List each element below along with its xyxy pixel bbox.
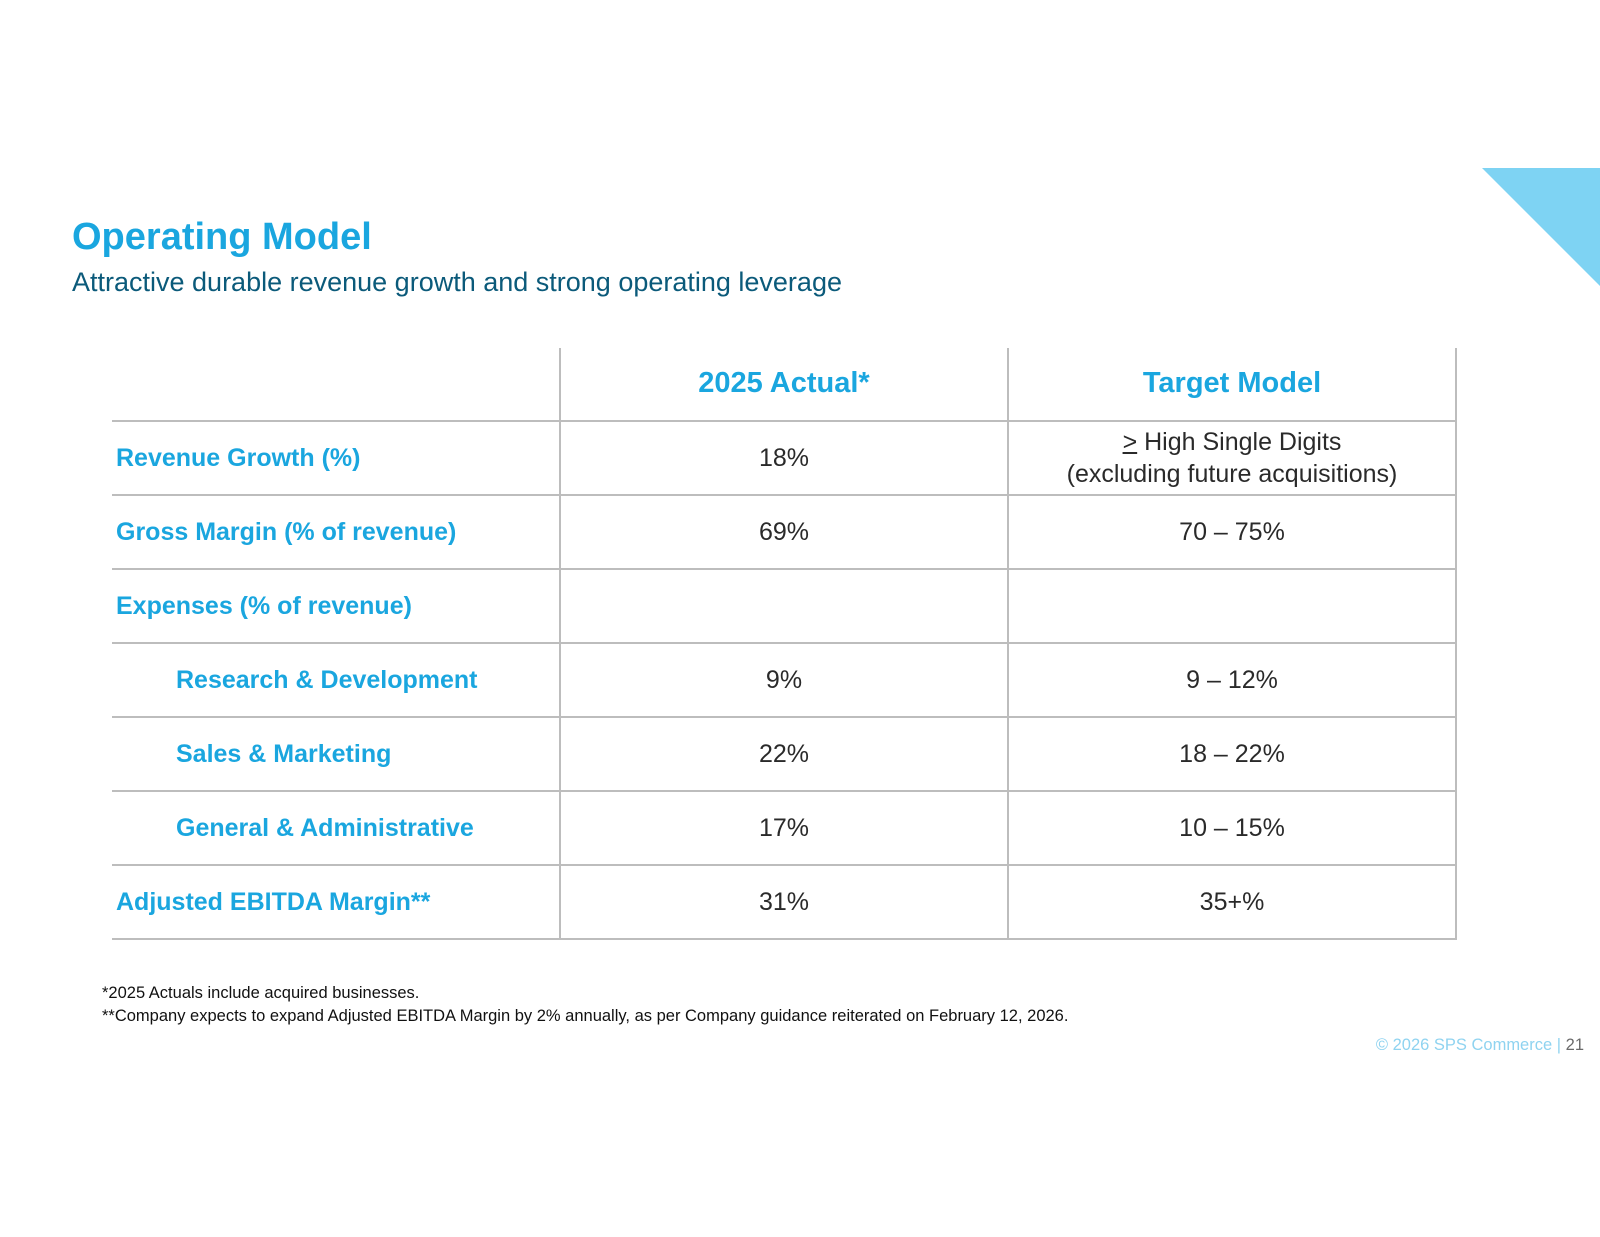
cell-target-research-development: 9 – 12% [1008, 643, 1457, 718]
cell-target-expenses [1008, 569, 1457, 644]
table-row: Sales & Marketing 22% 18 – 22% [112, 717, 1457, 792]
footer-separator: | [1556, 1036, 1562, 1054]
table-row: Revenue Growth (%) 18% > High Single Dig… [112, 421, 1457, 496]
page-subtitle: Attractive durable revenue growth and st… [72, 267, 842, 297]
row-label-adjusted-ebitda: Adjusted EBITDA Margin** [112, 865, 561, 940]
greater-or-equal-symbol: > [1122, 427, 1138, 456]
row-label-general-administrative: General & Administrative [112, 791, 561, 866]
table-row: Research & Development 9% 9 – 12% [112, 643, 1457, 718]
target-revenue-growth-line1: > High Single Digits [1009, 426, 1455, 459]
cell-target-gross-margin: 70 – 75% [1008, 495, 1457, 570]
target-revenue-growth-text: High Single Digits [1137, 427, 1342, 456]
row-label-expenses: Expenses (% of revenue) [112, 569, 561, 644]
cell-actual-expenses [560, 569, 1009, 644]
footnote-actuals: *2025 Actuals include acquired businesse… [102, 984, 420, 1002]
table-header-actual: 2025 Actual* [560, 348, 1009, 422]
row-label-revenue-growth: Revenue Growth (%) [112, 421, 561, 496]
table-row: Gross Margin (% of revenue) 69% 70 – 75% [112, 495, 1457, 570]
table-header-row: 2025 Actual* Target Model [112, 348, 1457, 422]
table-header-target: Target Model [1008, 348, 1457, 422]
cell-actual-sales-marketing: 22% [560, 717, 1009, 792]
table-row: Adjusted EBITDA Margin** 31% 35+% [112, 865, 1457, 940]
footer-copyright: © 2026 SPS Commerce [1375, 1036, 1553, 1054]
cell-target-adjusted-ebitda: 35+% [1008, 865, 1457, 940]
cell-target-sales-marketing: 18 – 22% [1008, 717, 1457, 792]
row-label-sales-marketing: Sales & Marketing [112, 717, 561, 792]
page-number: 21 [1565, 1036, 1584, 1054]
cell-actual-revenue-growth: 18% [560, 421, 1009, 496]
slide-footer: © 2026 SPS Commerce | 21 [1376, 1036, 1584, 1055]
table-header-empty [112, 348, 561, 422]
page-title: Operating Model [72, 216, 372, 258]
cell-actual-research-development: 9% [560, 643, 1009, 718]
row-label-gross-margin: Gross Margin (% of revenue) [112, 495, 561, 570]
row-label-research-development: Research & Development [112, 643, 561, 718]
cell-actual-general-administrative: 17% [560, 791, 1009, 866]
cell-target-general-administrative: 10 – 15% [1008, 791, 1457, 866]
footnotes: *2025 Actuals include acquired businesse… [102, 982, 1068, 1028]
footnote-ebitda: **Company expects to expand Adjusted EBI… [102, 1007, 1069, 1025]
table-row: General & Administrative 17% 10 – 15% [112, 791, 1457, 866]
target-revenue-growth-line2: (excluding future acquisitions) [1066, 460, 1398, 488]
corner-triangle-decoration [1482, 168, 1600, 286]
cell-target-revenue-growth: > High Single Digits (excluding future a… [1008, 421, 1457, 496]
operating-model-table: 2025 Actual* Target Model Revenue Growth… [112, 348, 1457, 940]
cell-actual-gross-margin: 69% [560, 495, 1009, 570]
cell-actual-adjusted-ebitda: 31% [560, 865, 1009, 940]
table-row: Expenses (% of revenue) [112, 569, 1457, 644]
